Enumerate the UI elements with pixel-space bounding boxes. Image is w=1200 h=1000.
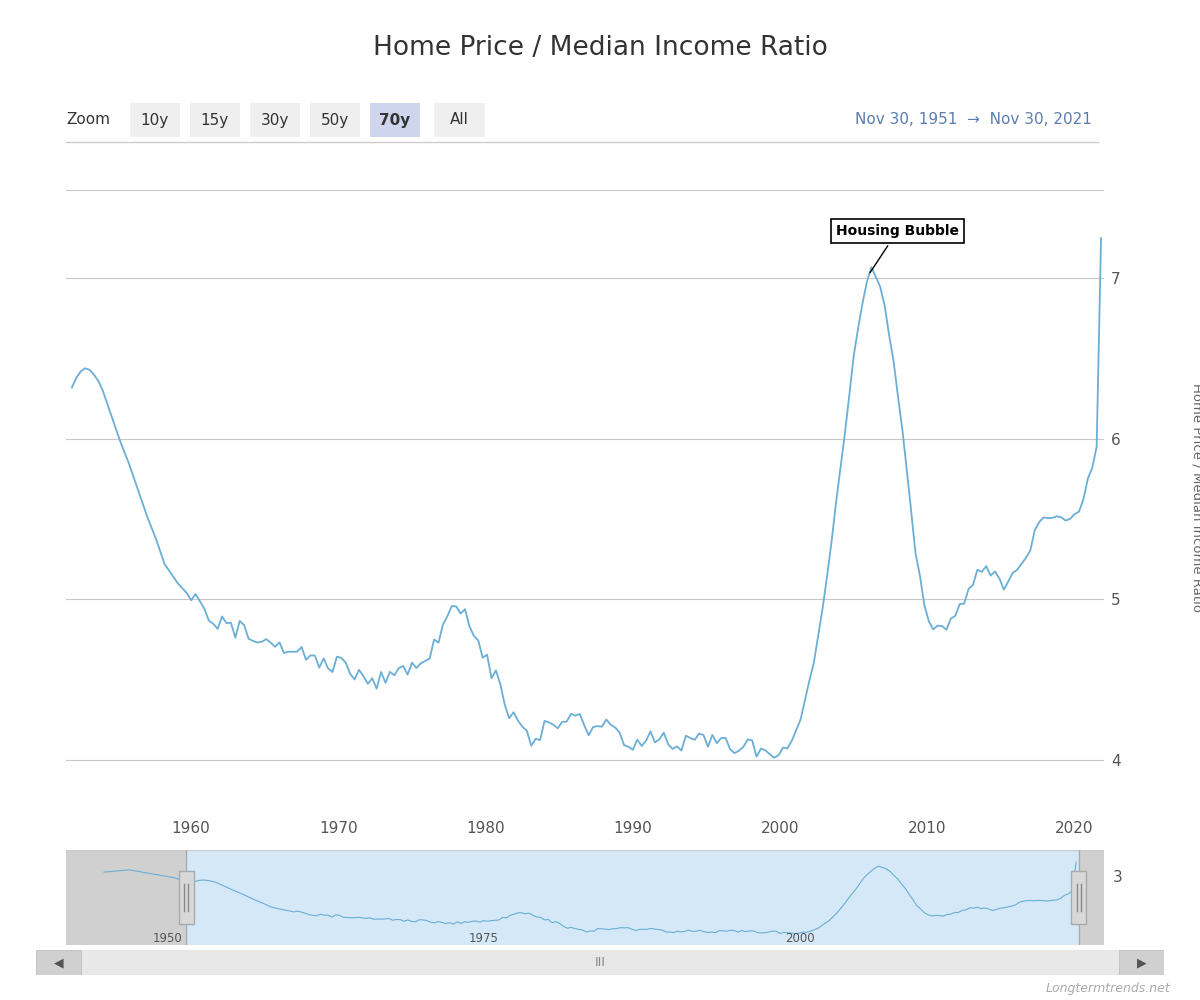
Text: 15y: 15y bbox=[200, 112, 229, 127]
Text: 50y: 50y bbox=[320, 112, 349, 127]
Text: Housing Bubble: Housing Bubble bbox=[836, 224, 959, 273]
Text: 1950: 1950 bbox=[152, 932, 182, 945]
Text: III: III bbox=[594, 956, 606, 969]
Bar bbox=[1072, 871, 1086, 924]
Text: Nov 30, 1951  →  Nov 30, 2021: Nov 30, 1951 → Nov 30, 2021 bbox=[856, 112, 1092, 127]
Text: 70y: 70y bbox=[379, 112, 410, 127]
Text: ◀: ◀ bbox=[54, 956, 64, 969]
Text: All: All bbox=[450, 112, 469, 127]
Text: ▶: ▶ bbox=[1136, 956, 1146, 969]
Bar bbox=[36, 950, 82, 975]
Text: 2000: 2000 bbox=[785, 932, 815, 945]
Text: 30y: 30y bbox=[260, 112, 289, 127]
Text: Home Price / Median Income Ratio: Home Price / Median Income Ratio bbox=[372, 35, 828, 61]
Text: Longtermtrends.net: Longtermtrends.net bbox=[1045, 982, 1170, 995]
Bar bbox=[1079, 850, 1104, 945]
Text: 1975: 1975 bbox=[469, 932, 499, 945]
Text: 3: 3 bbox=[1112, 870, 1122, 885]
Text: 10y: 10y bbox=[140, 112, 169, 127]
Bar bbox=[179, 871, 194, 924]
Bar bbox=[186, 850, 1079, 945]
Bar bbox=[1118, 950, 1164, 975]
Text: Zoom: Zoom bbox=[66, 112, 110, 127]
Bar bbox=[66, 850, 186, 945]
Y-axis label: Home Price / Median Income Ratio: Home Price / Median Income Ratio bbox=[1190, 383, 1200, 612]
